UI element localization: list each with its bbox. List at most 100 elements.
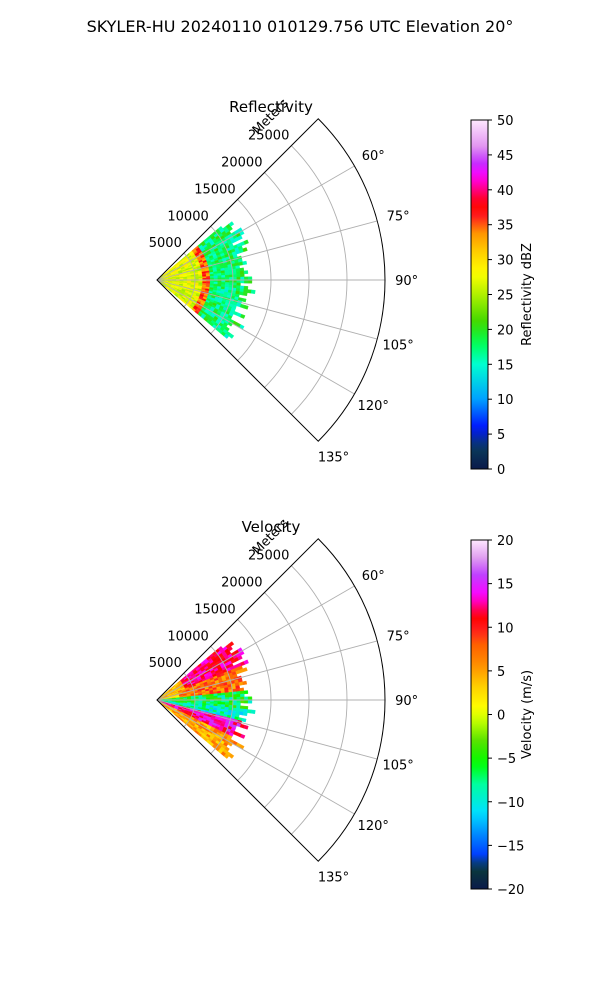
colorbar-tick-label: 0 xyxy=(497,463,505,478)
azimuth-tick-label: 105° xyxy=(382,339,413,354)
azimuth-tick-label: 135° xyxy=(318,451,349,466)
radar-cell xyxy=(224,272,230,276)
colorbar-tick-label: −15 xyxy=(497,839,524,854)
radar-cell xyxy=(242,247,248,253)
radar-cell xyxy=(228,274,234,278)
colorbar-tick-label: −5 xyxy=(497,752,516,767)
azimuth-gridline xyxy=(156,279,378,340)
colorbar-tick-label: 25 xyxy=(497,289,514,304)
colorbar-tick-label: 10 xyxy=(497,621,514,636)
radar-cell xyxy=(227,226,233,232)
radar-cell xyxy=(228,333,235,339)
colorbar-tick-label: 15 xyxy=(497,578,514,593)
colorbar-label: Reflectivity dBZ xyxy=(520,243,535,346)
radial-tick-label: 15000 xyxy=(194,602,235,617)
colorbar-tick-label: 20 xyxy=(497,323,514,338)
radar-cell xyxy=(239,711,244,716)
radar-cell xyxy=(209,275,215,279)
azimuth-gridline xyxy=(156,640,378,701)
radar-cell xyxy=(236,271,241,275)
radar-cell xyxy=(240,273,245,278)
azimuth-gridline xyxy=(156,699,355,815)
radar-cell xyxy=(240,699,245,704)
radar-cell xyxy=(247,696,253,701)
radial-tick-label: 25000 xyxy=(248,129,289,144)
radar-cell xyxy=(228,694,234,698)
radar-cell xyxy=(247,699,253,704)
radar-cell xyxy=(240,733,246,739)
radar-cell xyxy=(244,696,249,701)
radar-cell xyxy=(223,333,230,339)
colorbar-tick-label: 5 xyxy=(497,665,505,680)
radar-cell xyxy=(232,274,238,278)
colorbar: −20 −15 −10 −5 0 5 10 15 20 Velocity (m/s) xyxy=(470,534,535,898)
azimuth-tick-label: 135° xyxy=(318,871,349,886)
radar-cell xyxy=(240,313,246,319)
radar-cell xyxy=(224,274,230,278)
colorbar-tick-label: 45 xyxy=(497,149,514,164)
radar-cell xyxy=(242,711,248,717)
radar-cell xyxy=(209,695,215,699)
sector-frame xyxy=(156,538,386,862)
azimuth-tick-label: 120° xyxy=(358,819,389,834)
radar-cell xyxy=(244,276,249,281)
colorbar-tick-label: 0 xyxy=(497,709,505,724)
chart-title: Reflectivity xyxy=(229,98,313,116)
radar-cell xyxy=(247,276,253,281)
azimuth-gridline xyxy=(156,220,378,281)
radar-cell xyxy=(247,279,253,284)
radar-cell xyxy=(228,753,235,759)
colorbar-tick-label: 40 xyxy=(497,184,514,199)
radar-cell xyxy=(242,260,248,266)
azimuth-tick-label: 120° xyxy=(358,399,389,414)
radar-cell xyxy=(223,753,230,759)
colorbar-tick-label: −20 xyxy=(497,883,524,898)
radar-cell xyxy=(242,291,248,297)
radar-cell xyxy=(241,717,247,723)
radar-cell xyxy=(236,691,241,695)
radar-cell xyxy=(236,282,241,287)
radial-tick-label: 20000 xyxy=(221,156,262,171)
radar-cell xyxy=(232,694,238,698)
radar-cell xyxy=(243,239,249,245)
azimuth-gridline xyxy=(156,699,378,760)
colorbar-tick-label: 20 xyxy=(497,534,514,549)
radar-cell xyxy=(237,655,243,661)
polar-grid xyxy=(156,145,385,415)
radar-cell xyxy=(240,279,245,284)
radar-cell xyxy=(247,289,252,294)
radar-cell xyxy=(236,273,241,278)
chart-title: Velocity xyxy=(242,518,301,536)
radar-cell xyxy=(243,304,249,310)
colorbar-tick-label: 30 xyxy=(497,254,514,269)
azimuth-tick-label: 60° xyxy=(362,569,385,584)
radar-cell xyxy=(242,680,248,686)
velocity-panel: Velocity500010000150002000025000Meters60… xyxy=(149,516,535,898)
radar-cell xyxy=(228,221,235,227)
colorbar-tick-label: 5 xyxy=(497,428,505,443)
azimuth-tick-label: 105° xyxy=(382,759,413,774)
radial-tick-label: 10000 xyxy=(167,629,208,644)
radar-cell xyxy=(236,693,241,698)
radar-cell xyxy=(243,659,249,665)
radar-cell xyxy=(243,724,249,730)
colorbar-label: Velocity (m/s) xyxy=(520,670,535,759)
colorbar-tick-label: −10 xyxy=(497,796,524,811)
radar-cell xyxy=(240,693,245,698)
colorbar-tick-label: 15 xyxy=(497,358,514,373)
radar-cell xyxy=(240,276,245,281)
azimuth-tick-label: 60° xyxy=(362,149,385,164)
radar-cell xyxy=(224,702,230,706)
radial-tick-label: 5000 xyxy=(149,656,182,671)
radar-cell xyxy=(224,694,230,698)
radar-cell xyxy=(227,646,233,652)
colorbar-tick-label: 10 xyxy=(497,393,514,408)
radar-cell xyxy=(244,279,249,284)
reflectivity-panel: Reflectivity500010000150002000025000Mete… xyxy=(149,96,535,478)
radar-cell xyxy=(236,702,241,707)
azimuth-tick-label: 75° xyxy=(387,629,410,644)
radar-cell xyxy=(241,297,247,303)
sector-frame xyxy=(156,118,386,442)
radar-cell xyxy=(243,270,249,275)
